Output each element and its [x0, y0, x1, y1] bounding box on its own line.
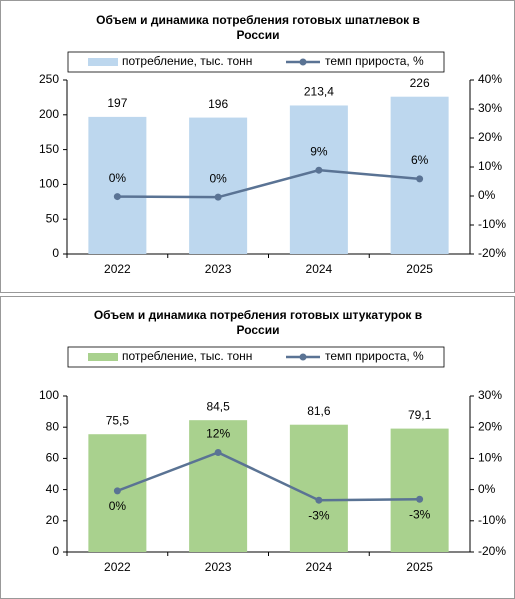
y2-tick-label: 40% — [478, 72, 502, 86]
point-label: 9% — [310, 144, 328, 158]
bar — [289, 424, 348, 552]
y2-tick-label: 0% — [478, 188, 496, 202]
y2-tick-label: -20% — [478, 246, 506, 260]
point — [113, 487, 121, 495]
legend-label: потребление, тыс. тонн — [122, 349, 252, 363]
y2-tick-label: 30% — [478, 388, 502, 402]
x-tick-label: 2024 — [306, 560, 333, 574]
legend-label: потребление, тыс. тонн — [122, 54, 252, 68]
y2-tick-label: 0% — [478, 482, 496, 496]
x-tick-label: 2022 — [104, 560, 131, 574]
y-tick-label: 200 — [39, 107, 59, 121]
point-label: 0% — [109, 499, 127, 513]
x-tick-label: 2024 — [306, 262, 333, 276]
y2-tick-label: 10% — [478, 159, 502, 173]
bar-label: 79,1 — [408, 408, 432, 422]
bar-label: 75,5 — [106, 413, 130, 427]
y-tick-label: 80 — [46, 419, 60, 433]
line — [117, 168, 420, 199]
y2-tick-label: 10% — [478, 451, 502, 465]
point — [214, 193, 222, 201]
y-tick-label: 0 — [52, 246, 59, 260]
bar — [189, 420, 248, 552]
point-label: 12% — [206, 427, 230, 441]
y-tick-label: 250 — [39, 72, 59, 86]
y2-tick-label: 20% — [478, 130, 502, 144]
legend-label: темп прироста, % — [325, 349, 424, 363]
bar-label: 213,4 — [304, 85, 334, 99]
x-tick-label: 2025 — [406, 560, 433, 574]
y-tick-label: 50 — [46, 211, 60, 225]
y2-tick-label: 20% — [478, 419, 502, 433]
bar-label: 226 — [410, 76, 430, 90]
y-tick-label: 20 — [46, 513, 60, 527]
point-label: 0% — [109, 171, 127, 185]
bar — [88, 116, 147, 254]
x-tick-label: 2022 — [104, 262, 131, 276]
point-label: 0% — [209, 171, 227, 185]
legend-box — [67, 346, 445, 368]
y-tick-label: 150 — [39, 142, 59, 156]
y2-tick-label: -20% — [478, 544, 506, 558]
legend-label: темп прироста, % — [325, 54, 424, 68]
line — [116, 451, 420, 502]
point — [214, 448, 222, 456]
bar-label: 196 — [208, 97, 228, 111]
chart-title: Объем и динамика потребления готовых шпа… — [96, 13, 420, 42]
x-tick-label: 2023 — [205, 262, 232, 276]
bar-label: 84,5 — [206, 399, 230, 413]
bar — [189, 117, 248, 254]
y-tick-label: 40 — [46, 482, 60, 496]
point — [416, 495, 424, 503]
y-tick-label: 60 — [46, 451, 60, 465]
bar-label: 197 — [107, 96, 127, 110]
y-tick-label: 100 — [39, 388, 59, 402]
legend-swatch — [88, 353, 118, 361]
point — [416, 175, 424, 183]
chart-title: Объем и динамика потребления готовых шту… — [93, 308, 423, 337]
point — [315, 496, 323, 504]
bar-label: 81,6 — [307, 404, 331, 418]
legend-swatch — [299, 58, 307, 66]
y-tick-label: 100 — [39, 177, 59, 191]
x-tick-label: 2025 — [406, 262, 433, 276]
y2-tick-label: 30% — [478, 101, 502, 115]
point-label: 6% — [411, 153, 429, 167]
point — [113, 193, 121, 201]
point-label: -3% — [409, 507, 431, 521]
legend-box — [67, 51, 445, 73]
bar — [390, 428, 449, 552]
legend-swatch — [88, 58, 118, 66]
bar — [390, 96, 449, 254]
x-tick-label: 2023 — [205, 560, 232, 574]
legend-swatch — [299, 353, 307, 361]
bar — [289, 105, 348, 254]
y-tick-label: 0 — [52, 544, 59, 558]
y2-tick-label: -10% — [478, 217, 506, 231]
y2-tick-label: -10% — [478, 513, 506, 527]
point-label: -3% — [308, 508, 330, 522]
point — [315, 166, 323, 174]
